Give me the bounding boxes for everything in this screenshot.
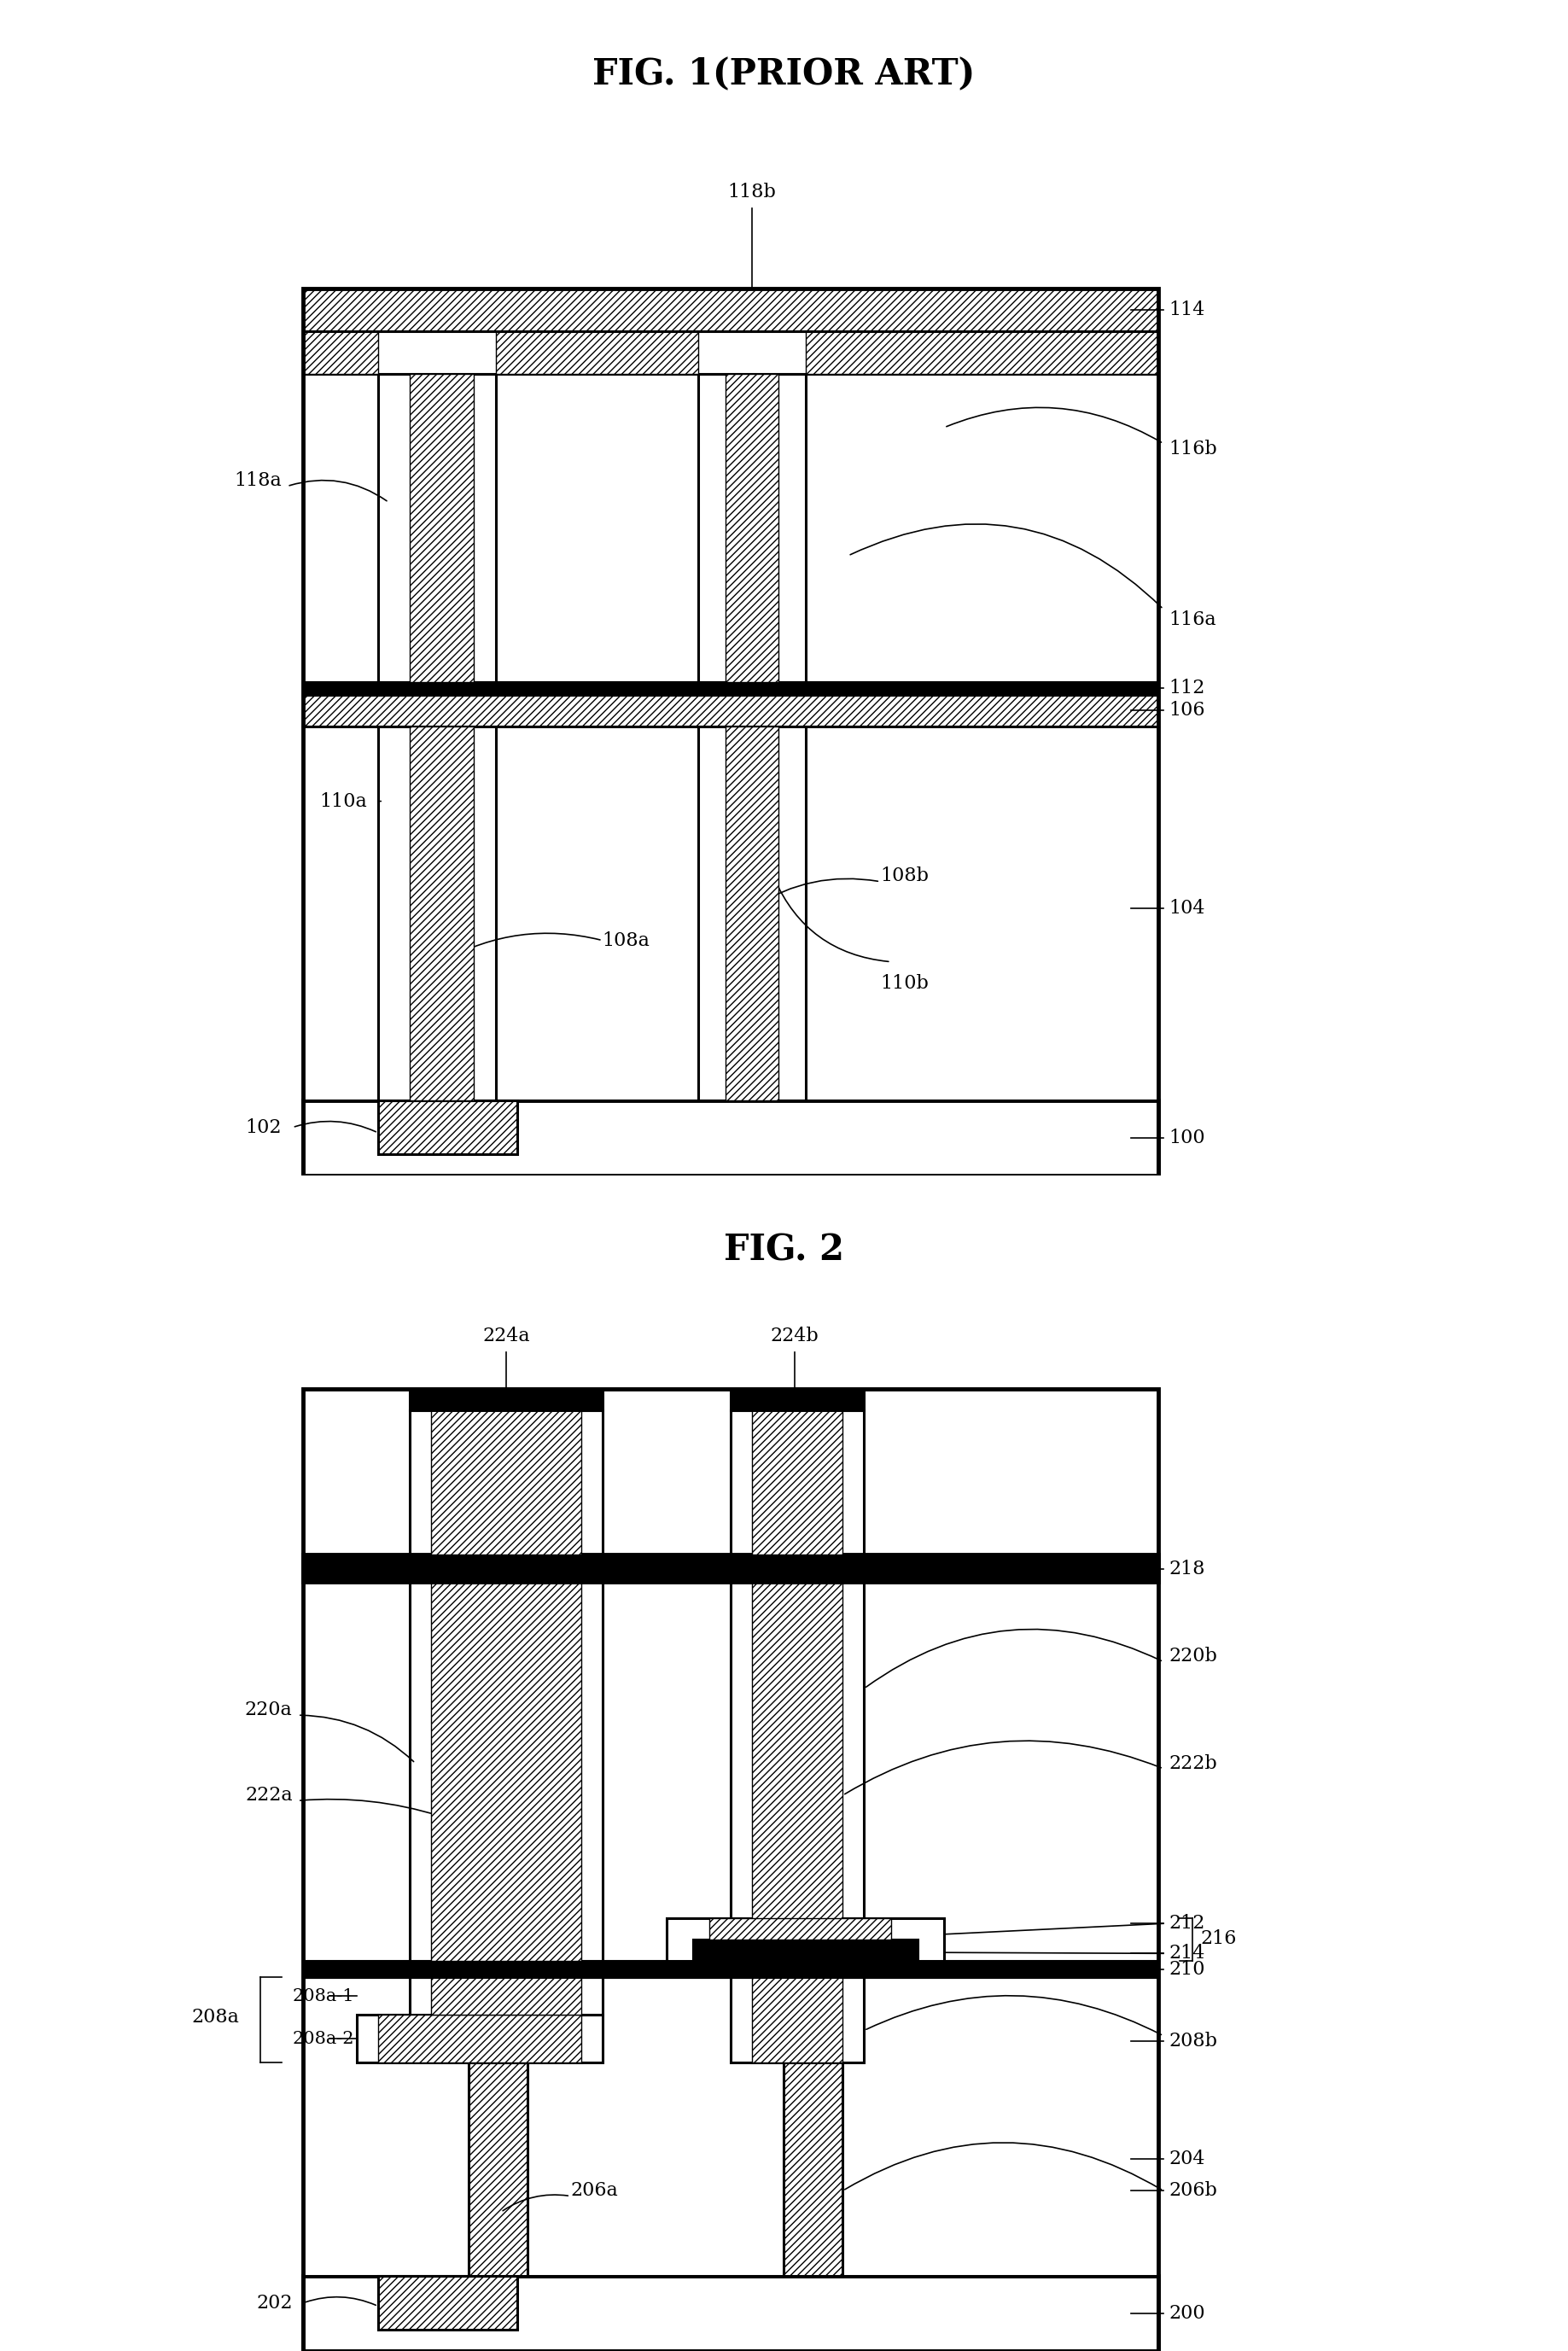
Text: 214: 214 [1168, 1944, 1204, 1963]
Text: 224b: 224b [770, 1326, 818, 1345]
Bar [378, 2015, 582, 2062]
Text: 210: 210 [1168, 1961, 1204, 1980]
Text: 116a: 116a [1168, 611, 1217, 630]
Bar [698, 374, 806, 682]
Bar [753, 1582, 842, 1961]
Bar [731, 1411, 864, 1554]
Bar [303, 289, 1159, 331]
Bar [303, 1100, 1159, 1176]
Bar [378, 1100, 517, 1154]
Bar [753, 1977, 842, 2062]
Bar [726, 726, 779, 1100]
Text: 212: 212 [1168, 1914, 1204, 1933]
Text: 116b: 116b [1168, 440, 1217, 458]
Text: 206a: 206a [571, 2182, 618, 2201]
Text: 102: 102 [246, 1119, 282, 1138]
Text: 208a: 208a [191, 2008, 238, 2027]
Bar [303, 682, 1159, 694]
Bar [356, 2015, 602, 2062]
Text: 224a: 224a [483, 1326, 530, 1345]
Bar [731, 1582, 864, 1961]
Bar [431, 1582, 582, 1961]
Bar [753, 1411, 842, 1554]
Bar [409, 1582, 602, 1961]
Text: 218: 218 [1168, 1559, 1204, 1578]
Bar [726, 374, 779, 682]
Bar [409, 374, 474, 682]
Bar [431, 1977, 582, 2015]
Bar [303, 1554, 1159, 1582]
Bar [731, 1977, 864, 2062]
Text: 110a: 110a [320, 792, 367, 811]
Text: 118b: 118b [728, 183, 776, 202]
Bar [784, 1977, 842, 2276]
Bar [431, 1411, 582, 1554]
Bar [409, 1411, 602, 1554]
Text: 208b: 208b [1168, 2031, 1217, 2050]
Bar [378, 374, 495, 682]
Bar [431, 1977, 582, 2015]
Bar [666, 1918, 944, 1961]
Bar [378, 726, 495, 1100]
Bar [409, 1977, 602, 2015]
Bar [303, 1389, 1159, 2351]
Text: 204: 204 [1168, 2149, 1204, 2168]
Bar [303, 2276, 1159, 2351]
Bar [303, 694, 1159, 726]
Bar [378, 2015, 582, 2062]
Text: 108b: 108b [880, 868, 928, 886]
Bar [303, 1961, 1159, 1977]
Bar [693, 1940, 917, 1961]
Text: 106: 106 [1168, 701, 1204, 719]
Bar [693, 1940, 917, 1961]
Text: 108a: 108a [602, 931, 651, 950]
Bar [495, 331, 698, 374]
Text: 112: 112 [1168, 679, 1204, 698]
Bar [409, 726, 474, 1100]
Text: 202: 202 [256, 2295, 293, 2313]
Text: FIG. 1(PRIOR ART): FIG. 1(PRIOR ART) [593, 56, 975, 92]
Bar [731, 1392, 864, 1411]
Bar [698, 726, 806, 1100]
Text: 216: 216 [1201, 1930, 1237, 1949]
Text: 200: 200 [1168, 2304, 1206, 2323]
Text: 220b: 220b [1168, 1648, 1217, 1667]
Bar [409, 1392, 602, 1411]
Bar [303, 331, 378, 374]
Bar [303, 726, 1159, 1100]
Text: 208a-1: 208a-1 [293, 1989, 354, 2005]
Bar [709, 1918, 891, 1940]
Text: 222b: 222b [1168, 1754, 1217, 1773]
Text: 206b: 206b [1168, 2182, 1217, 2201]
Bar [753, 1977, 842, 2062]
Text: FIG. 2: FIG. 2 [724, 1232, 844, 1267]
Text: 220a: 220a [245, 1700, 293, 1719]
Text: 110b: 110b [880, 973, 928, 992]
Text: 104: 104 [1168, 898, 1204, 917]
Text: 114: 114 [1168, 301, 1204, 320]
Bar [303, 1977, 1159, 2276]
Bar [806, 331, 1159, 374]
Text: 208a-2: 208a-2 [293, 2031, 354, 2048]
Text: 222a: 222a [245, 1787, 293, 1806]
Bar [303, 289, 1159, 1176]
Text: 118a: 118a [234, 473, 282, 491]
Bar [303, 374, 1159, 682]
Bar [378, 2276, 517, 2330]
Bar [469, 2062, 527, 2276]
Bar [303, 1582, 1159, 1961]
Text: 100: 100 [1168, 1128, 1206, 1147]
